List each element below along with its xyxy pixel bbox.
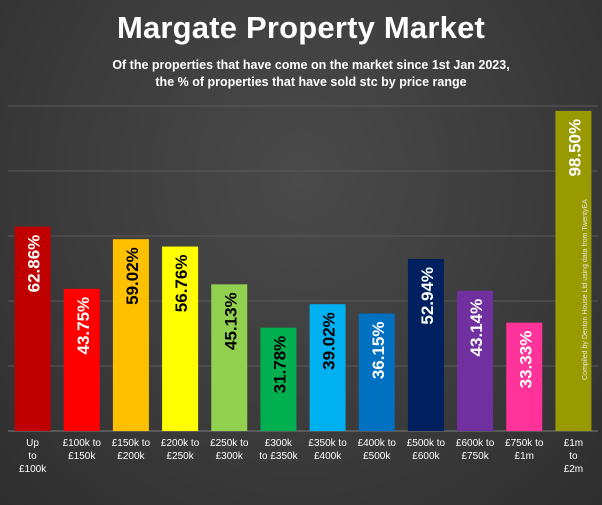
data-label-11: 98.50% — [565, 119, 584, 177]
category-label-3: £200k to £250k — [161, 438, 200, 462]
data-label-9: 43.14% — [467, 299, 486, 357]
chart-subtitle-line-1: Of the properties that have come on the … — [112, 58, 510, 72]
category-label-10: £750k to £1m — [505, 438, 544, 462]
data-label-2: 59.02% — [123, 247, 142, 305]
bar-1 — [63, 288, 100, 431]
category-label-7: £400k to £500k — [358, 438, 397, 462]
data-label-6: 39.02% — [320, 312, 339, 370]
category-labels: Up to £100k £100k to £150k £150k to £200k £200k… — [19, 438, 583, 475]
data-label-7: 36.15% — [369, 322, 388, 380]
bar-9 — [457, 290, 494, 431]
data-label-5: 31.78% — [270, 336, 289, 394]
bar-3 — [162, 246, 199, 431]
bar-4 — [211, 284, 248, 431]
gridlines — [8, 105, 598, 432]
category-label-4: £250k to £300k — [210, 438, 249, 462]
category-label-9: £600k to £750k — [456, 438, 495, 462]
data-credit: Compiled by Denton House Ltd using data … — [582, 199, 589, 380]
data-labels: 62.86% 43.75% 59.02% 56.76% 45.13% 31.78% 39.0… — [25, 119, 585, 394]
data-label-3: 56.76% — [172, 255, 191, 313]
chart-subtitle-line-2: the % of properties that have sold stc b… — [155, 75, 467, 89]
category-label-1: £100k to £150k — [63, 438, 102, 462]
data-label-1: 43.75% — [74, 297, 93, 355]
bar-7 — [358, 313, 395, 431]
bar-0 — [14, 226, 51, 431]
bar-6 — [309, 304, 346, 431]
data-label-0: 62.86% — [25, 235, 44, 293]
bar-10 — [506, 322, 543, 431]
category-label-0: Up to £100k — [19, 438, 47, 475]
category-label-6: £350k to £400k — [308, 438, 347, 462]
data-label-10: 33.33% — [516, 331, 535, 389]
category-label-11: £1m to £2m — [564, 438, 583, 475]
data-label-4: 45.13% — [221, 292, 240, 350]
bar-8 — [407, 258, 444, 431]
bar-11 — [555, 110, 592, 431]
category-label-2: £150k to £200k — [112, 438, 151, 462]
category-label-5: £300k to £350k — [259, 438, 298, 462]
chart-title: Margate Property Market — [116, 10, 486, 45]
data-label-8: 52.94% — [418, 267, 437, 325]
bars — [14, 110, 592, 431]
bar-5 — [260, 327, 297, 431]
bar-2 — [112, 239, 149, 431]
category-label-8: £500k to £600k — [407, 438, 446, 462]
